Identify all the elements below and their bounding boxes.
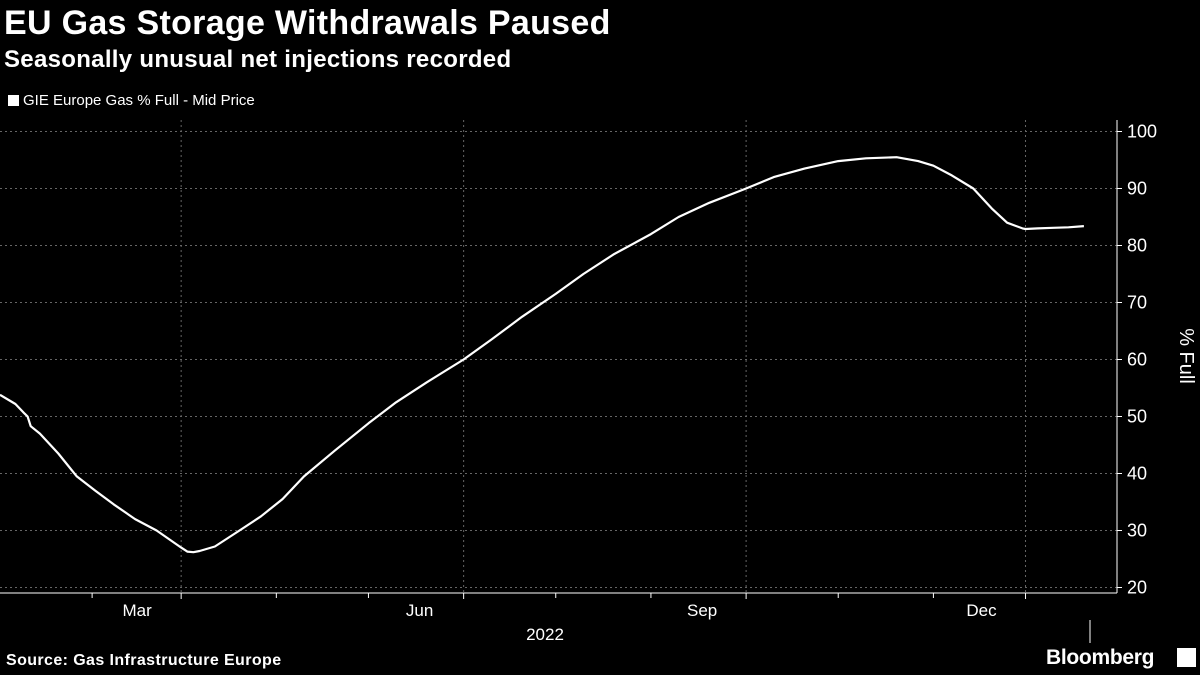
chart-title: EU Gas Storage Withdrawals Paused [4, 4, 611, 42]
chart-subtitle: Seasonally unusual net injections record… [4, 46, 512, 73]
y-tick-label: 70 [1127, 293, 1147, 313]
y-tick-label: 60 [1127, 350, 1147, 370]
x-tick-label: Sep [687, 601, 717, 620]
y-axis-title: % Full [1175, 328, 1197, 384]
x-tick-label: Jun [406, 601, 433, 620]
legend-swatch [8, 95, 19, 106]
y-tick-label: 80 [1127, 236, 1147, 256]
x-axis-title: 2022 [526, 625, 564, 644]
y-tick-label: 50 [1127, 407, 1147, 427]
x-tick-label: Mar [123, 601, 153, 620]
grid [0, 120, 1117, 593]
axis-labels: 20 30 40 50 60 70 80 90 100 Mar Jun Sep Dec 2022 % Ful… [123, 122, 1197, 645]
legend-label: GIE Europe Gas % Full - Mid Price [23, 92, 255, 109]
series-layer [0, 156, 1084, 554]
y-tick-label: 100 [1127, 122, 1157, 142]
series-line [0, 156, 1084, 554]
y-tick-label: 20 [1127, 578, 1147, 598]
x-tick-label: Dec [966, 601, 997, 620]
source-note: Source: Gas Infrastructure Europe [6, 652, 282, 669]
bloomberg-chart-icon [1177, 648, 1196, 667]
y-tick-label: 30 [1127, 521, 1147, 541]
y-tick-label: 90 [1127, 179, 1147, 199]
brand-logo: Bloomberg [1046, 646, 1155, 669]
axes [0, 120, 1122, 643]
legend: GIE Europe Gas % Full - Mid Price [8, 92, 255, 109]
y-tick-label: 40 [1127, 464, 1147, 484]
